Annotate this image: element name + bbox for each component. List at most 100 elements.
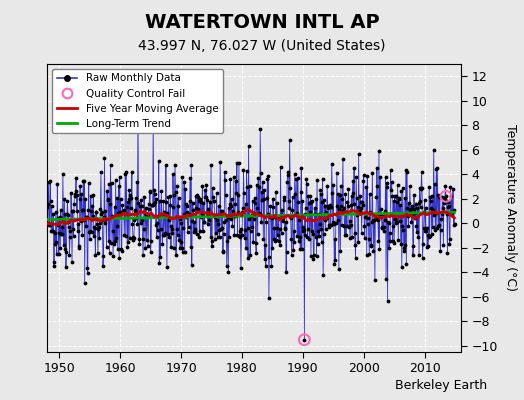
Point [423, 244, 431, 250]
Point [302, 205, 310, 212]
Point [296, 246, 304, 252]
Point [322, 226, 330, 233]
Point [243, 224, 252, 231]
Point [136, 220, 145, 227]
Point [62, 249, 71, 255]
Point [209, 194, 217, 200]
Point [115, 183, 123, 190]
Point [374, 217, 382, 224]
Point [407, 219, 416, 225]
Point [373, 183, 381, 189]
Point [224, 269, 233, 276]
Point [403, 205, 411, 211]
Point [436, 248, 444, 254]
Point [150, 191, 159, 198]
Point [346, 235, 354, 241]
Point [412, 201, 420, 208]
Point [235, 159, 243, 166]
Point [311, 205, 319, 212]
Point [381, 216, 389, 223]
Point [333, 170, 341, 176]
Point [415, 252, 423, 258]
Point [73, 228, 82, 234]
Point [177, 239, 185, 246]
Point [82, 214, 90, 220]
Point [124, 199, 132, 205]
Point [403, 212, 412, 219]
Point [347, 192, 356, 199]
Point [446, 183, 455, 190]
Point [299, 224, 308, 230]
Point [60, 242, 68, 248]
Point [298, 246, 306, 252]
Point [229, 213, 237, 219]
Text: Berkeley Earth: Berkeley Earth [395, 379, 487, 392]
Point [357, 230, 366, 236]
Point [252, 240, 260, 247]
Point [443, 250, 452, 256]
Point [325, 222, 334, 228]
Point [294, 237, 303, 244]
Point [196, 195, 204, 202]
Point [249, 216, 258, 223]
Point [427, 198, 435, 204]
Point [59, 171, 67, 177]
Point [139, 226, 148, 232]
Point [220, 231, 228, 237]
Point [138, 236, 147, 242]
Point [356, 199, 365, 205]
Point [90, 224, 99, 230]
Point [254, 231, 262, 237]
Point [219, 248, 227, 254]
Point [129, 233, 137, 240]
Point [379, 211, 387, 218]
Point [285, 204, 293, 211]
Point [168, 226, 176, 232]
Point [345, 218, 354, 224]
Point [388, 238, 397, 244]
Point [375, 246, 384, 252]
Point [250, 200, 259, 206]
Point [300, 226, 308, 233]
Point [91, 252, 100, 258]
Point [267, 263, 276, 270]
Point [297, 165, 305, 172]
Point [65, 224, 73, 230]
Point [100, 214, 108, 220]
Point [275, 238, 283, 244]
Point [180, 249, 189, 256]
Point [292, 210, 301, 216]
Point [112, 177, 120, 184]
Point [137, 203, 146, 210]
Point [330, 261, 339, 268]
Point [445, 240, 454, 247]
Point [50, 263, 58, 270]
Point [423, 232, 432, 239]
Point [188, 218, 196, 224]
Point [332, 211, 341, 217]
Point [413, 229, 421, 235]
Point [70, 201, 78, 207]
Point [156, 198, 164, 204]
Point [107, 240, 115, 246]
Point [136, 203, 144, 209]
Point [430, 147, 438, 153]
Point [351, 230, 359, 236]
Point [63, 211, 71, 218]
Point [194, 194, 203, 200]
Point [200, 218, 208, 225]
Point [155, 158, 163, 164]
Point [92, 208, 100, 215]
Point [426, 194, 434, 200]
Point [150, 187, 158, 193]
Point [117, 246, 125, 252]
Point [422, 224, 431, 231]
Point [67, 190, 75, 196]
Point [325, 223, 333, 230]
Point [277, 229, 286, 236]
Point [56, 214, 64, 220]
Point [350, 201, 358, 207]
Point [449, 222, 457, 228]
Point [140, 194, 148, 200]
Point [281, 219, 290, 225]
